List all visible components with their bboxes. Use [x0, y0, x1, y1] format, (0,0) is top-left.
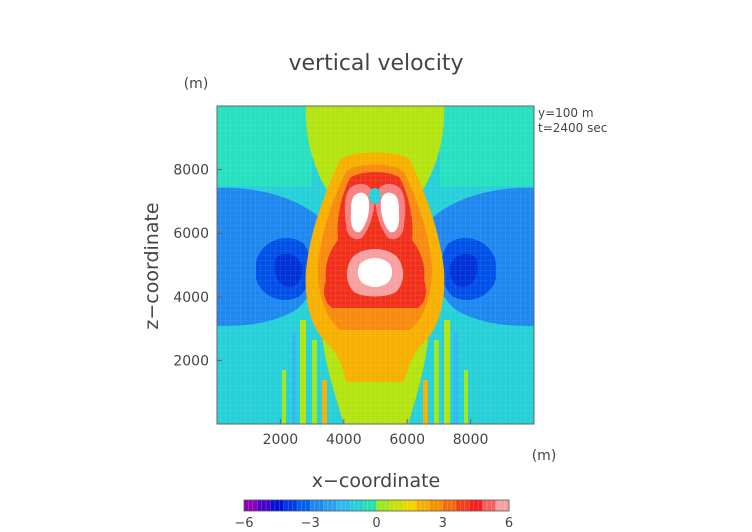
x-axis: 2000 4000 6000 8000 — [263, 419, 489, 448]
colorbar-swatch — [323, 500, 338, 511]
colorbar-swatch — [442, 500, 457, 511]
y-tick-label: 2000 — [173, 353, 209, 369]
y-tick-label: 4000 — [173, 290, 209, 306]
colorbar-swatch — [456, 500, 470, 511]
plot-grid — [217, 106, 534, 424]
colorbar-tick-label: −3 — [301, 516, 320, 531]
colorbar-frame — [243, 499, 510, 512]
colorbar-tick-label: 0 — [372, 516, 380, 531]
colorbar-swatch — [495, 500, 510, 511]
colorbar-swatch — [376, 500, 391, 511]
colorbar-swatch — [297, 500, 311, 511]
colorbar-swatch — [482, 500, 497, 511]
colorbar-tick-label: 3 — [439, 516, 447, 531]
plot-frame — [216, 105, 535, 425]
colorbar-swatch — [469, 500, 483, 511]
colorbar-ticks: −6 −3 0 3 6 — [234, 516, 513, 531]
plot-area — [217, 106, 534, 424]
colorbar-swatch — [350, 500, 364, 511]
colorbar-tick-label: −6 — [234, 516, 253, 531]
colorbar-swatch — [257, 500, 271, 511]
colorbar-swatch — [310, 500, 324, 511]
x-axis-title: x−coordinate — [312, 470, 441, 492]
x-unit-label: (m) — [532, 448, 557, 464]
annotation-y: y=100 m — [538, 106, 594, 120]
colorbar-swatch — [283, 500, 298, 511]
x-tick-label: 8000 — [453, 432, 489, 448]
colorbar-swatch — [270, 500, 285, 511]
colorbar-swatch — [336, 500, 351, 511]
x-tick-label: 4000 — [326, 432, 362, 448]
colorbar-tick-label: 6 — [505, 516, 513, 531]
chart-title: vertical velocity — [288, 51, 463, 76]
y-tick-label: 8000 — [173, 163, 209, 179]
colorbar-swatch — [363, 500, 377, 511]
x-tick-label: 6000 — [389, 432, 425, 448]
y-axis: 2000 4000 6000 8000 — [173, 163, 222, 369]
x-tick-label: 2000 — [263, 432, 299, 448]
y-unit-label: (m) — [184, 76, 209, 92]
colorbar — [243, 499, 510, 512]
y-tick-label: 6000 — [173, 226, 209, 242]
y-axis-title: z−coordinate — [141, 202, 163, 329]
colorbar-swatch — [429, 500, 444, 511]
colorbar-swatch — [403, 500, 417, 511]
colorbar-swatch — [389, 500, 404, 511]
colorbar-swatch — [244, 500, 258, 511]
colorbar-swatch — [416, 500, 430, 511]
annotation-t: t=2400 sec — [538, 121, 607, 135]
